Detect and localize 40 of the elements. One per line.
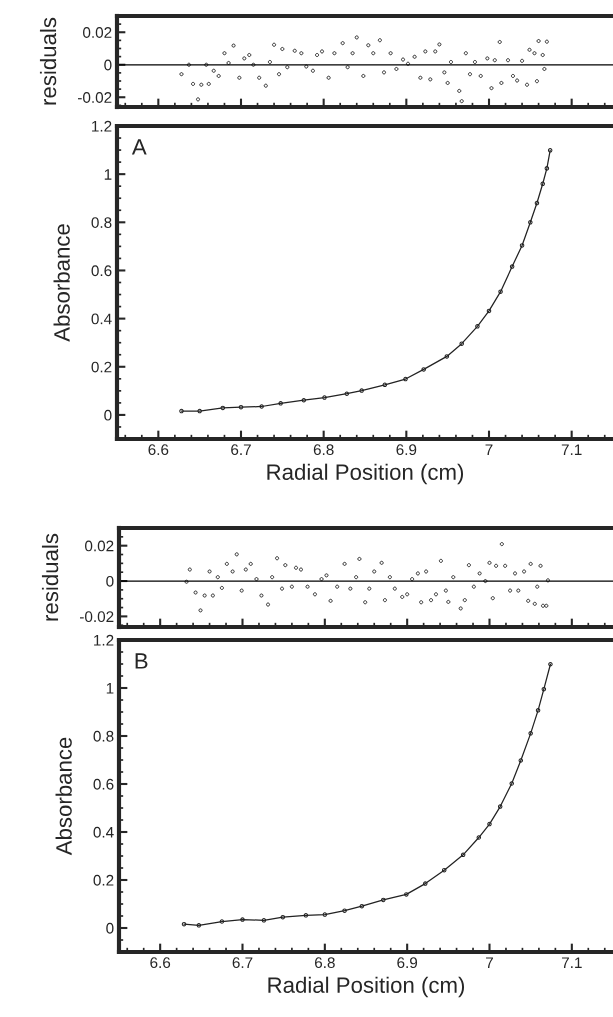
x-tick-label: 7 [485, 444, 493, 455]
y-tick-label: 1.2 [94, 634, 114, 646]
y-tick-label: 0.2 [93, 874, 114, 886]
y-axis-title: residuals [41, 533, 59, 621]
y-tick-label: 0.6 [91, 265, 112, 277]
x-tick-label: 6.6 [150, 957, 171, 969]
y-tick-label: 0.8 [93, 730, 114, 742]
x-tick-label: 6.7 [232, 957, 253, 969]
y-tick-label: 1 [106, 683, 114, 694]
y-tick-label: 0.8 [91, 217, 112, 228]
x-tick-label: 6.9 [396, 444, 417, 456]
x-tick-label: 6.7 [231, 444, 251, 456]
y-tick-label: 0.02 [85, 540, 114, 552]
y-tick-label: 1 [104, 169, 112, 180]
y-tick-label: 0.4 [91, 313, 112, 325]
y-tick-label: 0.2 [91, 361, 112, 373]
x-tick-label: 7.1 [561, 444, 582, 455]
y-axis-title: Absorbance [55, 737, 72, 856]
x-tick-label: 6.9 [397, 957, 418, 969]
y-tick-label: 0 [104, 59, 112, 71]
y-tick-label: 0 [106, 922, 114, 934]
y-tick-label: 0.4 [93, 826, 114, 838]
y-tick-label: 0 [106, 575, 114, 587]
y-tick-label: -0.02 [80, 611, 114, 623]
x-tick-label: 6.8 [313, 444, 334, 456]
y-axis-title: Absorbance [53, 224, 70, 342]
annotation: B [135, 653, 148, 669]
x-tick-label: 7 [486, 957, 493, 968]
y-tick-label: 0.02 [83, 27, 112, 38]
y-tick-label: 0.6 [93, 778, 114, 790]
x-tick-label: 6.8 [314, 957, 335, 969]
x-tick-label: 7.1 [562, 957, 582, 968]
x-axis-title: Radial Position (cm) [267, 463, 464, 485]
y-tick-label: 0 [104, 409, 112, 421]
y-tick-label: 1.2 [92, 120, 112, 132]
x-tick-label: 6.6 [148, 444, 169, 456]
x-axis-title: Radial Position (cm) [268, 976, 465, 998]
annotation: A [131, 139, 147, 155]
y-tick-label: -0.02 [78, 92, 112, 103]
y-axis-title: residuals [39, 17, 57, 105]
